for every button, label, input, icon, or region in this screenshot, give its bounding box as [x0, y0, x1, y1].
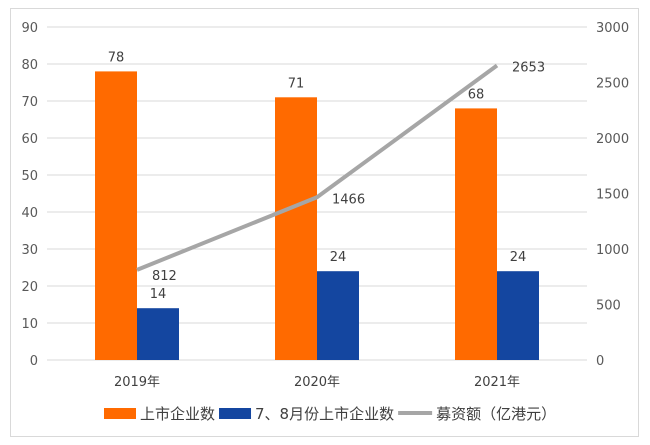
bar-data-label: 71: [288, 76, 305, 91]
bar: [497, 271, 539, 360]
line-data-label: 1466: [332, 192, 365, 207]
chart-frame: [10, 8, 639, 437]
bar: [95, 71, 137, 361]
left-tick-label: 70: [21, 95, 38, 110]
legend-label: 上市企业数: [140, 405, 215, 423]
x-tick-label: 2019年: [114, 375, 160, 390]
right-tick-label: 1500: [596, 188, 629, 203]
bar-data-label: 24: [330, 250, 347, 265]
legend-swatch: [104, 408, 136, 419]
left-tick-label: 10: [21, 317, 38, 332]
legend-swatch: [219, 408, 252, 419]
left-tick-label: 80: [21, 58, 38, 73]
bar: [275, 97, 317, 361]
bar-data-label: 14: [150, 287, 167, 302]
left-tick-label: 50: [21, 169, 38, 184]
left-tick-label: 30: [21, 243, 38, 258]
left-tick-label: 0: [30, 354, 38, 369]
left-tick-label: 40: [21, 206, 38, 221]
bar-data-label: 78: [108, 50, 125, 65]
left-tick-label: 90: [21, 21, 38, 36]
left-tick-label: 20: [21, 280, 38, 295]
line-data-label: 812: [152, 269, 177, 284]
bar-data-label: 24: [510, 250, 527, 265]
right-tick-label: 2500: [596, 77, 629, 92]
legend-label: 7、8月份上市企业数: [255, 405, 394, 423]
right-tick-label: 3000: [596, 21, 629, 36]
bar-data-label: 68: [468, 87, 485, 102]
right-tick-label: 1000: [596, 243, 629, 258]
x-tick-label: 2021年: [474, 375, 520, 390]
line-series: [136, 63, 499, 272]
bar: [317, 271, 359, 360]
left-tick-label: 60: [21, 132, 38, 147]
bar: [455, 108, 497, 361]
legend-label: 募资额（亿港元）: [436, 405, 556, 423]
right-tick-label: 2000: [596, 132, 629, 147]
line-data-label: 2653: [512, 61, 545, 76]
x-tick-label: 2020年: [294, 375, 340, 390]
right-tick-label: 500: [596, 299, 621, 314]
bar: [137, 308, 179, 360]
right-tick-label: 0: [596, 354, 604, 369]
